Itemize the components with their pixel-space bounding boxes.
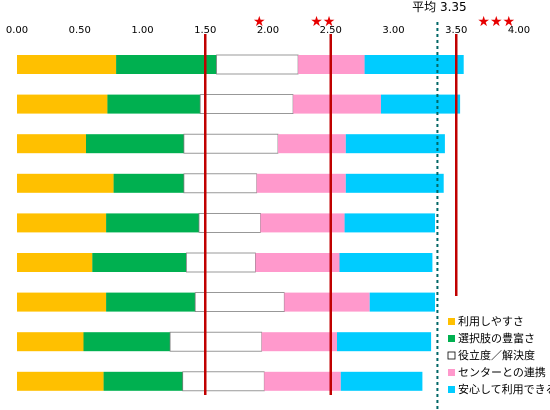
legend-swatch	[448, 335, 455, 342]
legend-label: センターとの連携	[458, 365, 546, 379]
bar-segment	[106, 213, 199, 233]
x-tick-label: 3.00	[382, 25, 404, 36]
legend-label: 安心して利用できる	[458, 382, 550, 396]
bar-segment	[216, 54, 299, 75]
star-label: ★★	[310, 14, 335, 30]
bar-segment	[169, 331, 263, 352]
bar-segment	[256, 173, 346, 193]
bar-segment	[278, 134, 346, 154]
bar-segment	[17, 371, 104, 391]
reference-lines: ★ ★★ ★★★平均 3.35	[204, 0, 515, 410]
bar-segment	[339, 253, 433, 272]
bar-segment	[83, 332, 171, 352]
x-tick-label: 3.50	[445, 25, 467, 36]
legend-swatch	[448, 386, 455, 393]
bar-segment	[381, 94, 461, 114]
bar-segment	[284, 292, 370, 312]
x-axis-ticks: 0.00 0.50 1.00 1.50 2.00 2.50 3.00 3.50 4.00	[6, 25, 530, 36]
bar-segment	[103, 371, 183, 391]
bar-segment	[198, 212, 261, 233]
bar-segment	[17, 213, 107, 233]
star-label: ★★★	[477, 14, 515, 30]
x-tick-label: 1.50	[194, 25, 216, 36]
legend-label: 選択肢の豊富さ	[458, 331, 535, 345]
bar-segment	[116, 55, 217, 74]
x-tick-label: 4.00	[508, 25, 530, 36]
bar-segment	[199, 94, 294, 114]
bar-segment	[86, 134, 184, 154]
bar-segment	[106, 292, 196, 312]
bar-segment	[185, 252, 256, 273]
bar-segment	[183, 133, 279, 154]
bar-segment	[17, 292, 107, 312]
average-label: 平均 3.35	[412, 0, 467, 14]
legend-swatch	[448, 318, 455, 325]
legend-label: 役立度／解決度	[458, 348, 535, 362]
bar-segment	[17, 134, 86, 154]
bar-segment	[182, 371, 265, 392]
bar-segment	[260, 213, 345, 233]
bar-segment	[113, 173, 184, 193]
bar-segment	[264, 371, 341, 391]
bar-segment	[369, 292, 435, 312]
bar-segment	[364, 55, 464, 74]
bar-segment	[340, 371, 423, 391]
star-label: ★	[253, 14, 266, 30]
legend-swatch	[447, 351, 456, 360]
bar-segment	[261, 332, 337, 352]
bar-segment	[17, 253, 93, 272]
x-tick-label: 1.00	[131, 25, 153, 36]
bar-segment	[345, 173, 444, 193]
x-tick-label: 2.00	[257, 25, 279, 36]
bar-segment	[183, 173, 258, 194]
bars	[17, 54, 464, 392]
bar-segment	[255, 253, 340, 272]
bar-segment	[17, 173, 114, 193]
bar-segment	[293, 94, 381, 114]
bar-segment	[345, 134, 445, 154]
x-tick-label: 0.50	[69, 25, 91, 36]
bar-segment	[337, 332, 432, 352]
legend-swatch	[448, 369, 455, 376]
bar-segment	[344, 213, 435, 233]
bar-segment	[107, 94, 201, 114]
bar-segment	[92, 253, 187, 272]
legend-label: 利用しやすさ	[458, 315, 524, 328]
bar-segment	[17, 55, 117, 74]
x-tick-label: 0.00	[6, 25, 28, 36]
bar-segment	[194, 292, 285, 313]
x-tick-label: 2.50	[320, 25, 342, 36]
bar-segment	[17, 332, 84, 352]
bar-segment	[17, 94, 108, 114]
